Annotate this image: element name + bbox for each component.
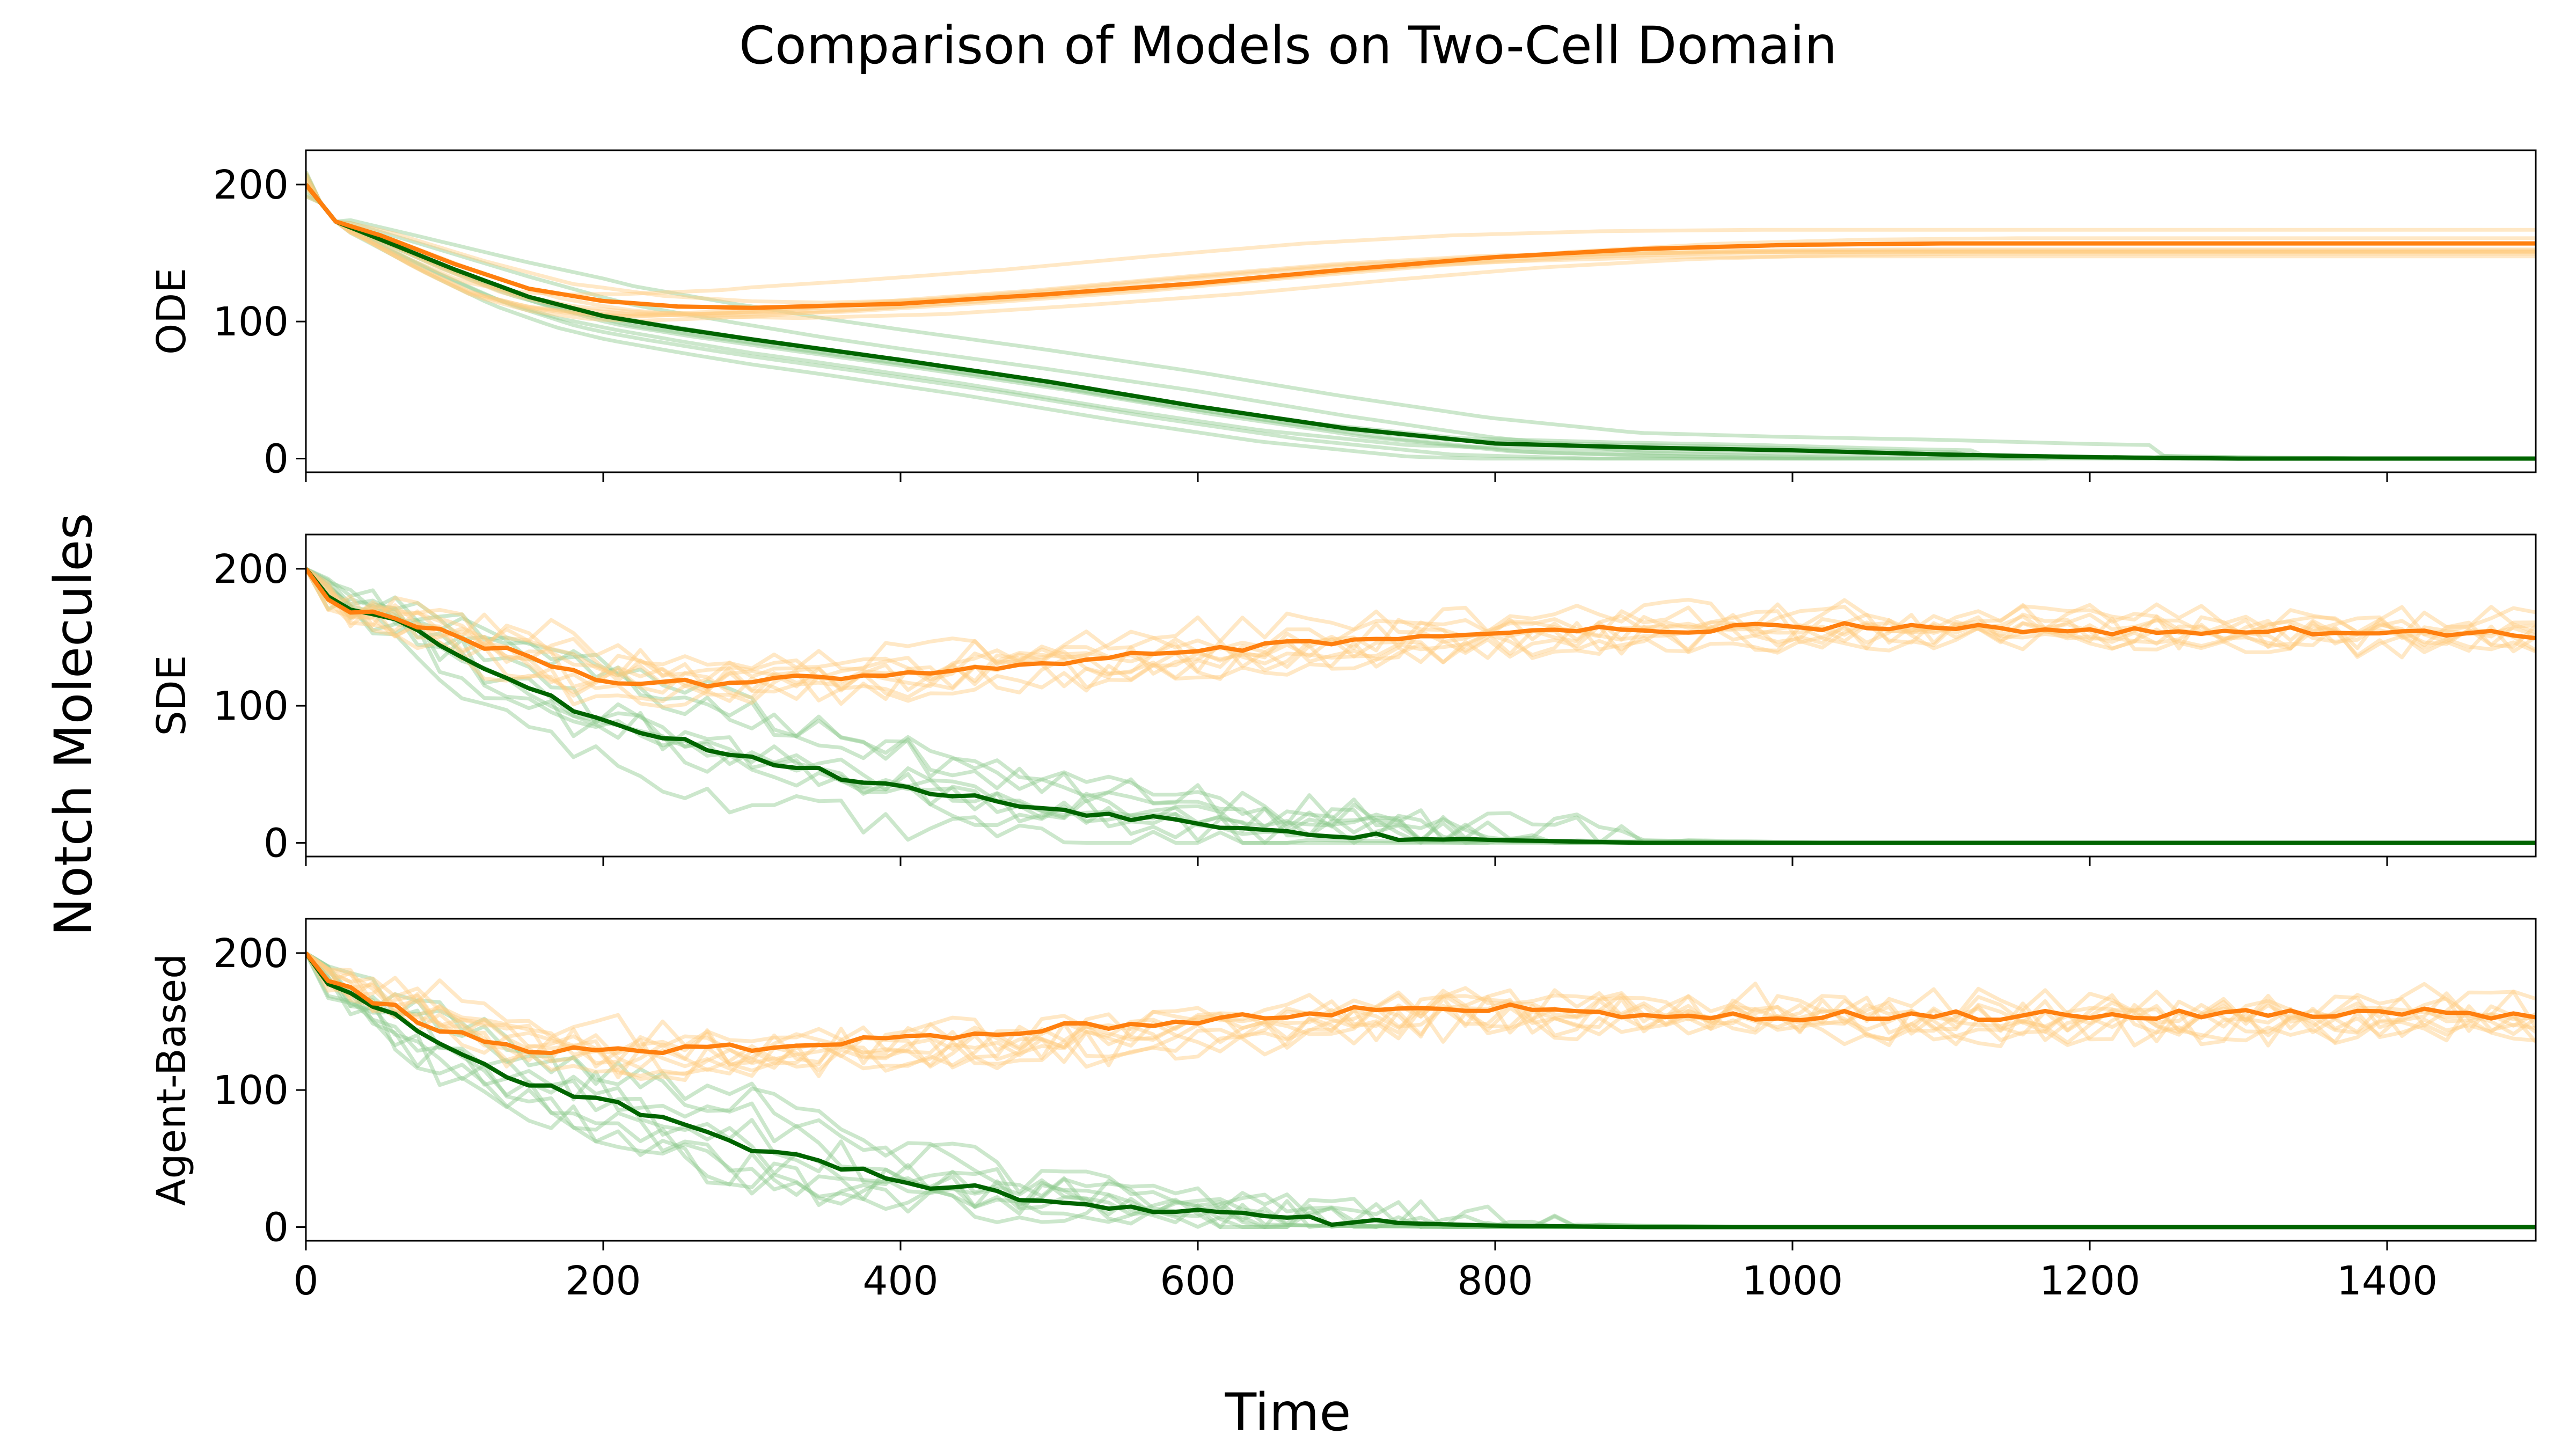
subplot-2: 0 100 200 SDE [149,533,2537,866]
y-tick-label: 0 [264,820,289,866]
y-tick-label: 100 [213,683,289,729]
y-tick-label: 0 [264,1204,289,1250]
axes-frame [305,533,2537,858]
y-tick-label: 200 [213,546,289,592]
green-mean-line [306,567,2536,845]
orange-replicate-line-8 [306,951,2536,1069]
plot-area [306,951,2536,1230]
subplot-3: 0 100 200 0 200 400 600 800 1000 1200 1400 Agent-Ba… [149,918,2537,1304]
x-tick-label: 600 [1160,1258,1235,1304]
orange-replicate-line-3 [306,568,2536,709]
subplot-ylabel: ODE [149,268,195,355]
green-mean-line [306,183,2536,461]
orange-replicate-line-6 [306,194,2536,323]
orange-mean-line [306,183,2536,310]
plot-area [306,171,2536,461]
y-tick-label: 0 [264,436,289,482]
orange-replicate-line-2 [306,952,2536,1059]
axes-frame [305,918,2537,1242]
figure-xlabel: Time [1225,1382,1351,1443]
orange-replicate-line-7 [306,567,2536,698]
y-tick-label: 100 [213,1067,289,1114]
y-tick-label: 100 [213,299,289,345]
x-tick-label: 400 [862,1258,938,1304]
figure-ylabel: Notch Molecules [43,513,104,936]
orange-replicate-line-3 [306,951,2536,1073]
figure-title: Comparison of Models on Two-Cell Domain [739,16,1837,76]
green-mean-line [306,952,2536,1230]
x-tick-label: 1000 [1742,1258,1843,1304]
orange-replicate-line-5 [306,567,2536,684]
orange-replicate-line-3 [306,174,2536,320]
subplot-ylabel: Agent-Based [149,954,195,1206]
x-tick-label: 800 [1457,1258,1533,1304]
axes-frame [305,149,2537,473]
x-tick-label: 200 [565,1258,641,1304]
orange-replicate-line-9 [306,186,2536,297]
orange-replicate-line-7 [306,187,2536,318]
orange-mean-line [306,567,2536,689]
subplots: 0 100 200 ODE 0 100 200 SDE 0 100 200 0 200 400 600 800… [149,149,2537,1304]
x-tick-label: 1200 [2039,1258,2140,1304]
orange-replicate-line-9 [306,951,2536,1075]
orange-replicate-line-1 [306,568,2536,702]
orange-replicate-line-1 [306,184,2536,317]
x-tick-label: 1400 [2337,1258,2438,1304]
subplot-ylabel: SDE [149,655,195,736]
y-tick-label: 200 [213,162,289,208]
orange-replicate-line-2 [306,567,2536,700]
plot-area [306,567,2536,845]
orange-mean-line [306,952,2536,1056]
x-tick-label: 0 [293,1258,318,1304]
subplot-1: 0 100 200 ODE [149,149,2537,482]
y-tick-label: 200 [213,931,289,977]
orange-replicate-line-5 [306,171,2536,318]
